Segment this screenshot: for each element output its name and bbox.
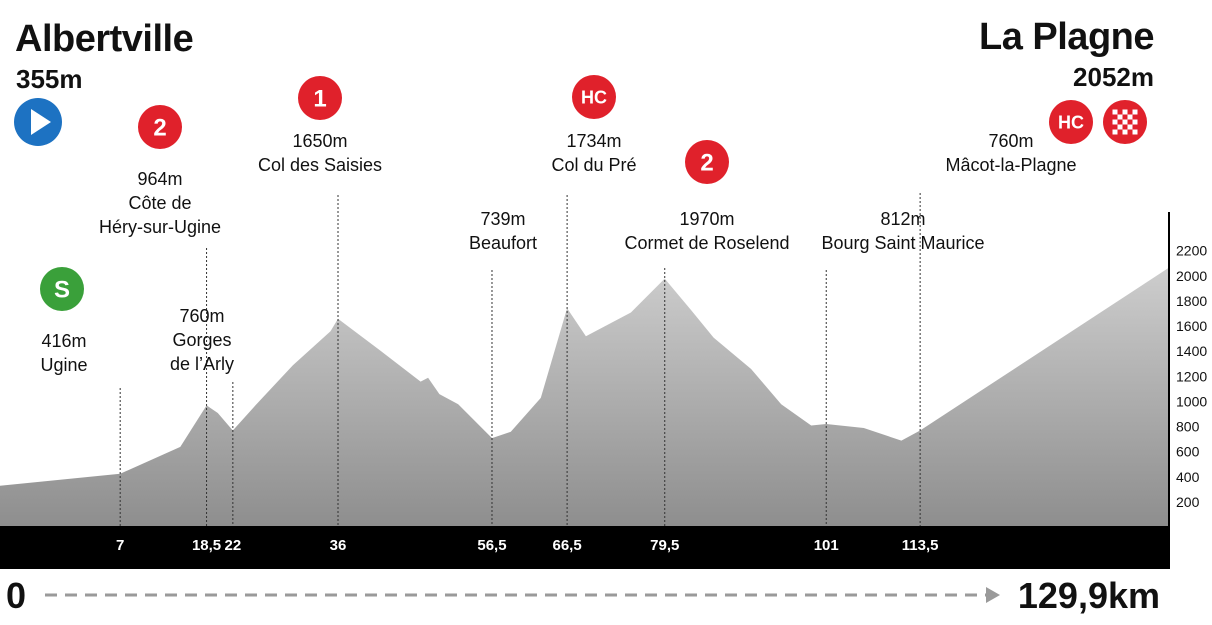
checker-square <box>1117 124 1123 130</box>
checker-square <box>1112 109 1118 115</box>
altitude-tick-label: 1000 <box>1176 393 1207 409</box>
checker-square <box>1132 109 1138 115</box>
checker-square <box>1112 129 1118 135</box>
climb-category-badge <box>298 76 342 120</box>
marker-altitude: 1734m <box>566 131 621 151</box>
km-tick-label: 22 <box>225 537 242 554</box>
marker-altitude: 760m <box>988 131 1033 151</box>
altitude-tick-label: 600 <box>1176 444 1200 460</box>
marker-altitude: 812m <box>880 209 925 229</box>
marker-altitude: 1970m <box>679 209 734 229</box>
badge-label: S <box>54 277 70 304</box>
marker-name: Mâcot-la-Plagne <box>945 155 1076 175</box>
checker-square <box>1122 109 1128 115</box>
sprint-badge <box>40 267 84 311</box>
altitude-tick-label: 400 <box>1176 469 1200 485</box>
km-tick-label: 7 <box>116 537 124 554</box>
badge-label: 2 <box>700 150 713 177</box>
checker-square <box>1132 119 1138 125</box>
checker-square <box>1122 119 1128 125</box>
marker-altitude: 739m <box>480 209 525 229</box>
checker-square <box>1127 114 1133 120</box>
distance-arrow-head <box>986 587 1000 603</box>
climb-category-badge <box>572 75 616 119</box>
checker-square <box>1122 129 1128 135</box>
checker-square <box>1117 114 1123 120</box>
altitude-tick-label: 1400 <box>1176 343 1207 359</box>
km-tick-label: 66,5 <box>552 537 581 554</box>
altitude-tick-label: 1200 <box>1176 368 1207 384</box>
distance-end-label: 129,9km <box>1017 575 1160 616</box>
marker-name: Cormet de Roselend <box>624 233 789 253</box>
altitude-tick-label: 2000 <box>1176 268 1207 284</box>
km-axis-band <box>0 526 1170 569</box>
km-tick-label: 79,5 <box>650 537 679 554</box>
marker-name: Ugine <box>40 355 87 375</box>
marker-altitude: 1650m <box>292 131 347 151</box>
checker-square <box>1127 124 1133 130</box>
altitude-tick-label: 1600 <box>1176 318 1207 334</box>
badge-label: 2 <box>153 115 166 142</box>
marker-altitude: 760m <box>179 306 224 326</box>
checker-square <box>1112 119 1118 125</box>
marker-altitude: 964m <box>137 169 182 189</box>
climb-category-badge <box>685 140 729 184</box>
marker-name: Bourg Saint Maurice <box>821 233 984 253</box>
km-tick-label: 18,5 <box>192 537 221 554</box>
marker-name: Gorges <box>172 330 231 350</box>
finish-altitude: 2052m <box>1073 62 1154 92</box>
altitude-tick-label: 200 <box>1176 494 1200 510</box>
marker-name: Col du Pré <box>551 155 636 175</box>
badge-label: HC <box>581 87 607 107</box>
start-play-triangle <box>31 109 51 135</box>
distance-start-label: 0 <box>6 575 27 616</box>
km-tick-label: 56,5 <box>477 537 506 554</box>
finish-climb-category-badge <box>1049 100 1093 144</box>
finish-badge-label: HC <box>1058 113 1084 133</box>
checker-square <box>1132 129 1138 135</box>
finish-city: La Plagne <box>979 16 1155 58</box>
marker-name: Héry-sur-Ugine <box>99 217 221 237</box>
km-tick-label: 36 <box>330 537 347 554</box>
badge-label: 1 <box>313 86 326 113</box>
marker-name: Beaufort <box>469 233 537 253</box>
start-altitude: 355m <box>16 64 83 94</box>
altitude-tick-label: 2200 <box>1176 243 1207 259</box>
km-tick-label: 113,5 <box>902 537 939 554</box>
marker-name: Côte de <box>128 193 191 213</box>
altitude-tick-label: 800 <box>1176 419 1200 435</box>
marker-name: de l’Arly <box>170 354 234 374</box>
profile-area <box>0 268 1168 526</box>
marker-name: Col des Saisies <box>258 155 382 175</box>
start-city: Albertville <box>15 18 194 60</box>
climb-category-badge <box>138 105 182 149</box>
altitude-tick-label: 1800 <box>1176 293 1207 309</box>
marker-altitude: 416m <box>41 331 86 351</box>
km-tick-label: 101 <box>814 537 839 554</box>
